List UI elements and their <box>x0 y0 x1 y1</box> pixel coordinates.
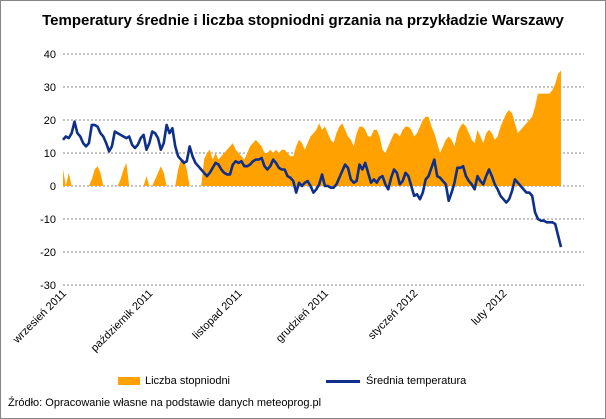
x-tick-label: wrzesień 2011 <box>10 288 69 347</box>
x-tick-label: luty 2012 <box>469 288 509 328</box>
legend: Liczba stopniodni Średnia temperatura <box>0 375 606 391</box>
y-tick-label: 30 <box>44 82 56 94</box>
y-tick-label: 40 <box>44 49 56 61</box>
source-note: Źródło: Opracowanie własne na podstawie … <box>8 397 322 409</box>
legend-swatch-area <box>118 377 140 385</box>
x-tick-label: styczeń 2012 <box>366 288 420 342</box>
series-line-temperatura <box>62 120 563 248</box>
chart-title: Temperatury średnie i liczba stopniodni … <box>42 12 564 29</box>
y-tick-label: 10 <box>44 148 56 160</box>
x-tick-label: grudzień 2011 <box>274 288 331 345</box>
y-tick-label: -10 <box>40 214 56 226</box>
x-tick-label: listopad 2011 <box>191 288 245 342</box>
y-tick-label: -30 <box>40 280 56 292</box>
legend-swatch-line <box>326 379 360 383</box>
legend-item-temperatura: Średnia temperatura <box>326 375 466 387</box>
legend-item-stopniodni: Liczba stopniodni <box>118 375 230 387</box>
legend-label-stopniodni: Liczba stopniodni <box>145 375 231 387</box>
x-tick-label: październik 2011 <box>89 288 156 355</box>
y-tick-label: 0 <box>50 181 56 193</box>
y-tick-label: -20 <box>40 247 56 259</box>
series-area-stopniodni <box>63 70 561 186</box>
y-tick-label: 20 <box>44 115 56 127</box>
legend-label-temperatura: Średnia temperatura <box>366 375 467 387</box>
